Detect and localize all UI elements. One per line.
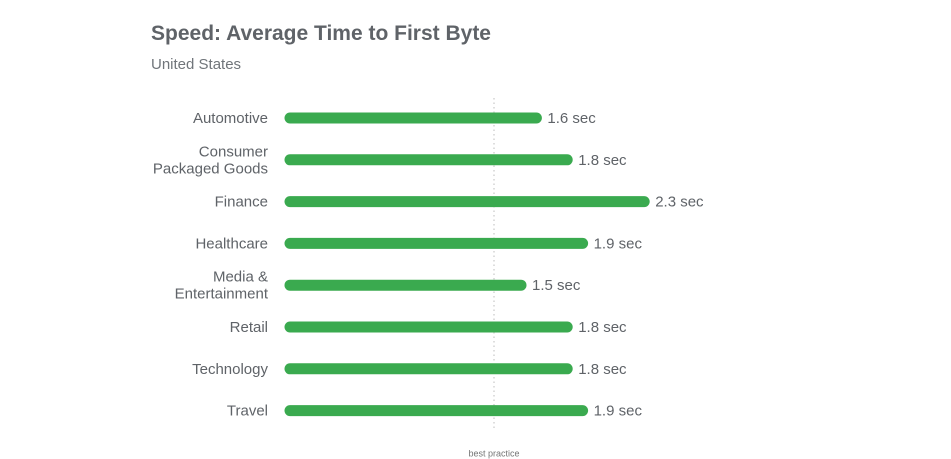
value-label-4: 1.5 sec xyxy=(532,277,581,294)
value-label-5: 1.8 sec xyxy=(578,319,627,336)
category-label-1: Consumer Packaged Goods xyxy=(153,143,268,177)
value-label-2: 2.3 sec xyxy=(655,194,704,211)
value-label-3: 1.9 sec xyxy=(594,235,643,252)
category-label-0: Automotive xyxy=(193,110,268,127)
best-practice-label: best practice xyxy=(468,449,519,459)
value-label-1: 1.8 sec xyxy=(578,152,627,169)
category-label-5: Retail xyxy=(230,319,268,336)
value-label-7: 1.9 sec xyxy=(594,403,643,420)
category-label-6: Technology xyxy=(192,361,268,378)
category-label-4: Media & Entertainment xyxy=(175,269,269,303)
category-label-2: Finance xyxy=(215,194,268,211)
chart-title: Speed: Average Time to First Byte xyxy=(151,22,491,45)
value-label-6: 1.8 sec xyxy=(578,361,627,378)
chart-subtitle: United States xyxy=(151,56,242,73)
category-label-7: Travel xyxy=(227,403,268,420)
value-label-0: 1.6 sec xyxy=(547,110,596,127)
category-label-3: Healthcare xyxy=(195,235,268,252)
